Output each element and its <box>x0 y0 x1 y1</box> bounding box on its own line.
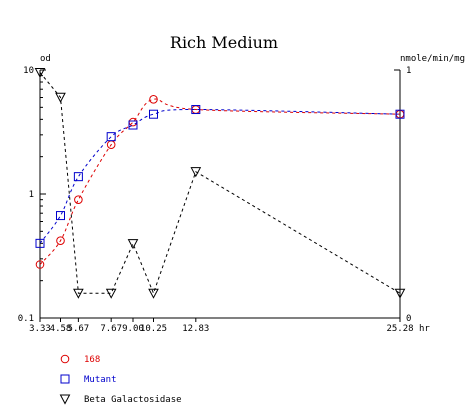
data-point-triangle <box>73 288 84 299</box>
legend-data-point-circle <box>60 354 70 364</box>
x-tick-label: 3.33 <box>29 324 51 334</box>
legend-label: 168 <box>84 355 100 365</box>
y-axis-left-label: od <box>40 54 51 64</box>
data-point-square <box>128 120 138 130</box>
x-tick-label: 5.67 <box>68 324 90 334</box>
data-point-triangle <box>105 288 117 299</box>
legend-data-point-triangle <box>59 394 71 405</box>
y-left-tick-label: 0.1 <box>18 314 34 324</box>
data-point-square <box>191 105 201 115</box>
data-point-circle <box>149 95 158 104</box>
x-tick-label: 10.25 <box>140 324 167 334</box>
data-point-triangle <box>34 67 46 79</box>
legend: 168 Mutant Beta Galactosidase <box>59 354 182 405</box>
data-point-triangle <box>55 92 66 103</box>
x-tick-label: 12.83 <box>182 324 209 334</box>
data-point-triangle <box>394 288 406 299</box>
x-axis-label: hr <box>419 324 430 334</box>
data-point-square <box>56 211 66 221</box>
series-layer <box>34 67 406 299</box>
series-line <box>39 98 401 265</box>
y-axis-right-label: nmole/min/mg <box>400 54 465 64</box>
data-point-square <box>148 109 158 119</box>
data-point-square <box>395 109 405 119</box>
axes <box>39 69 401 322</box>
data-point-triangle <box>148 288 159 299</box>
series-line <box>39 72 401 295</box>
y-left-tick-label: 1 <box>29 190 34 200</box>
data-point-circle <box>74 195 83 204</box>
legend-label: Beta Galactosidase <box>84 395 182 405</box>
y-left-tick-label: 10 <box>23 66 34 76</box>
series-line <box>39 108 401 244</box>
data-point-square <box>73 172 83 182</box>
data-point-circle <box>35 260 45 269</box>
data-point-triangle <box>190 167 202 178</box>
x-tick-label: 7.67 <box>100 324 122 334</box>
x-tick-label: 4.58 <box>50 324 72 334</box>
legend-label: Mutant <box>84 375 117 385</box>
data-point-circle <box>128 117 138 127</box>
y-right-tick-label: 1 <box>406 66 411 76</box>
data-point-square <box>35 238 45 248</box>
data-point-triangle <box>127 239 139 250</box>
y-right-tick-label: 0 <box>406 314 411 324</box>
data-point-circle <box>56 236 65 246</box>
x-tick-label: 25.28 <box>386 324 413 334</box>
legend-data-point-square <box>60 374 70 384</box>
x-tick-label: 9.00 <box>122 324 144 334</box>
chart-title: Rich Medium <box>170 33 278 52</box>
data-point-square <box>106 132 116 142</box>
